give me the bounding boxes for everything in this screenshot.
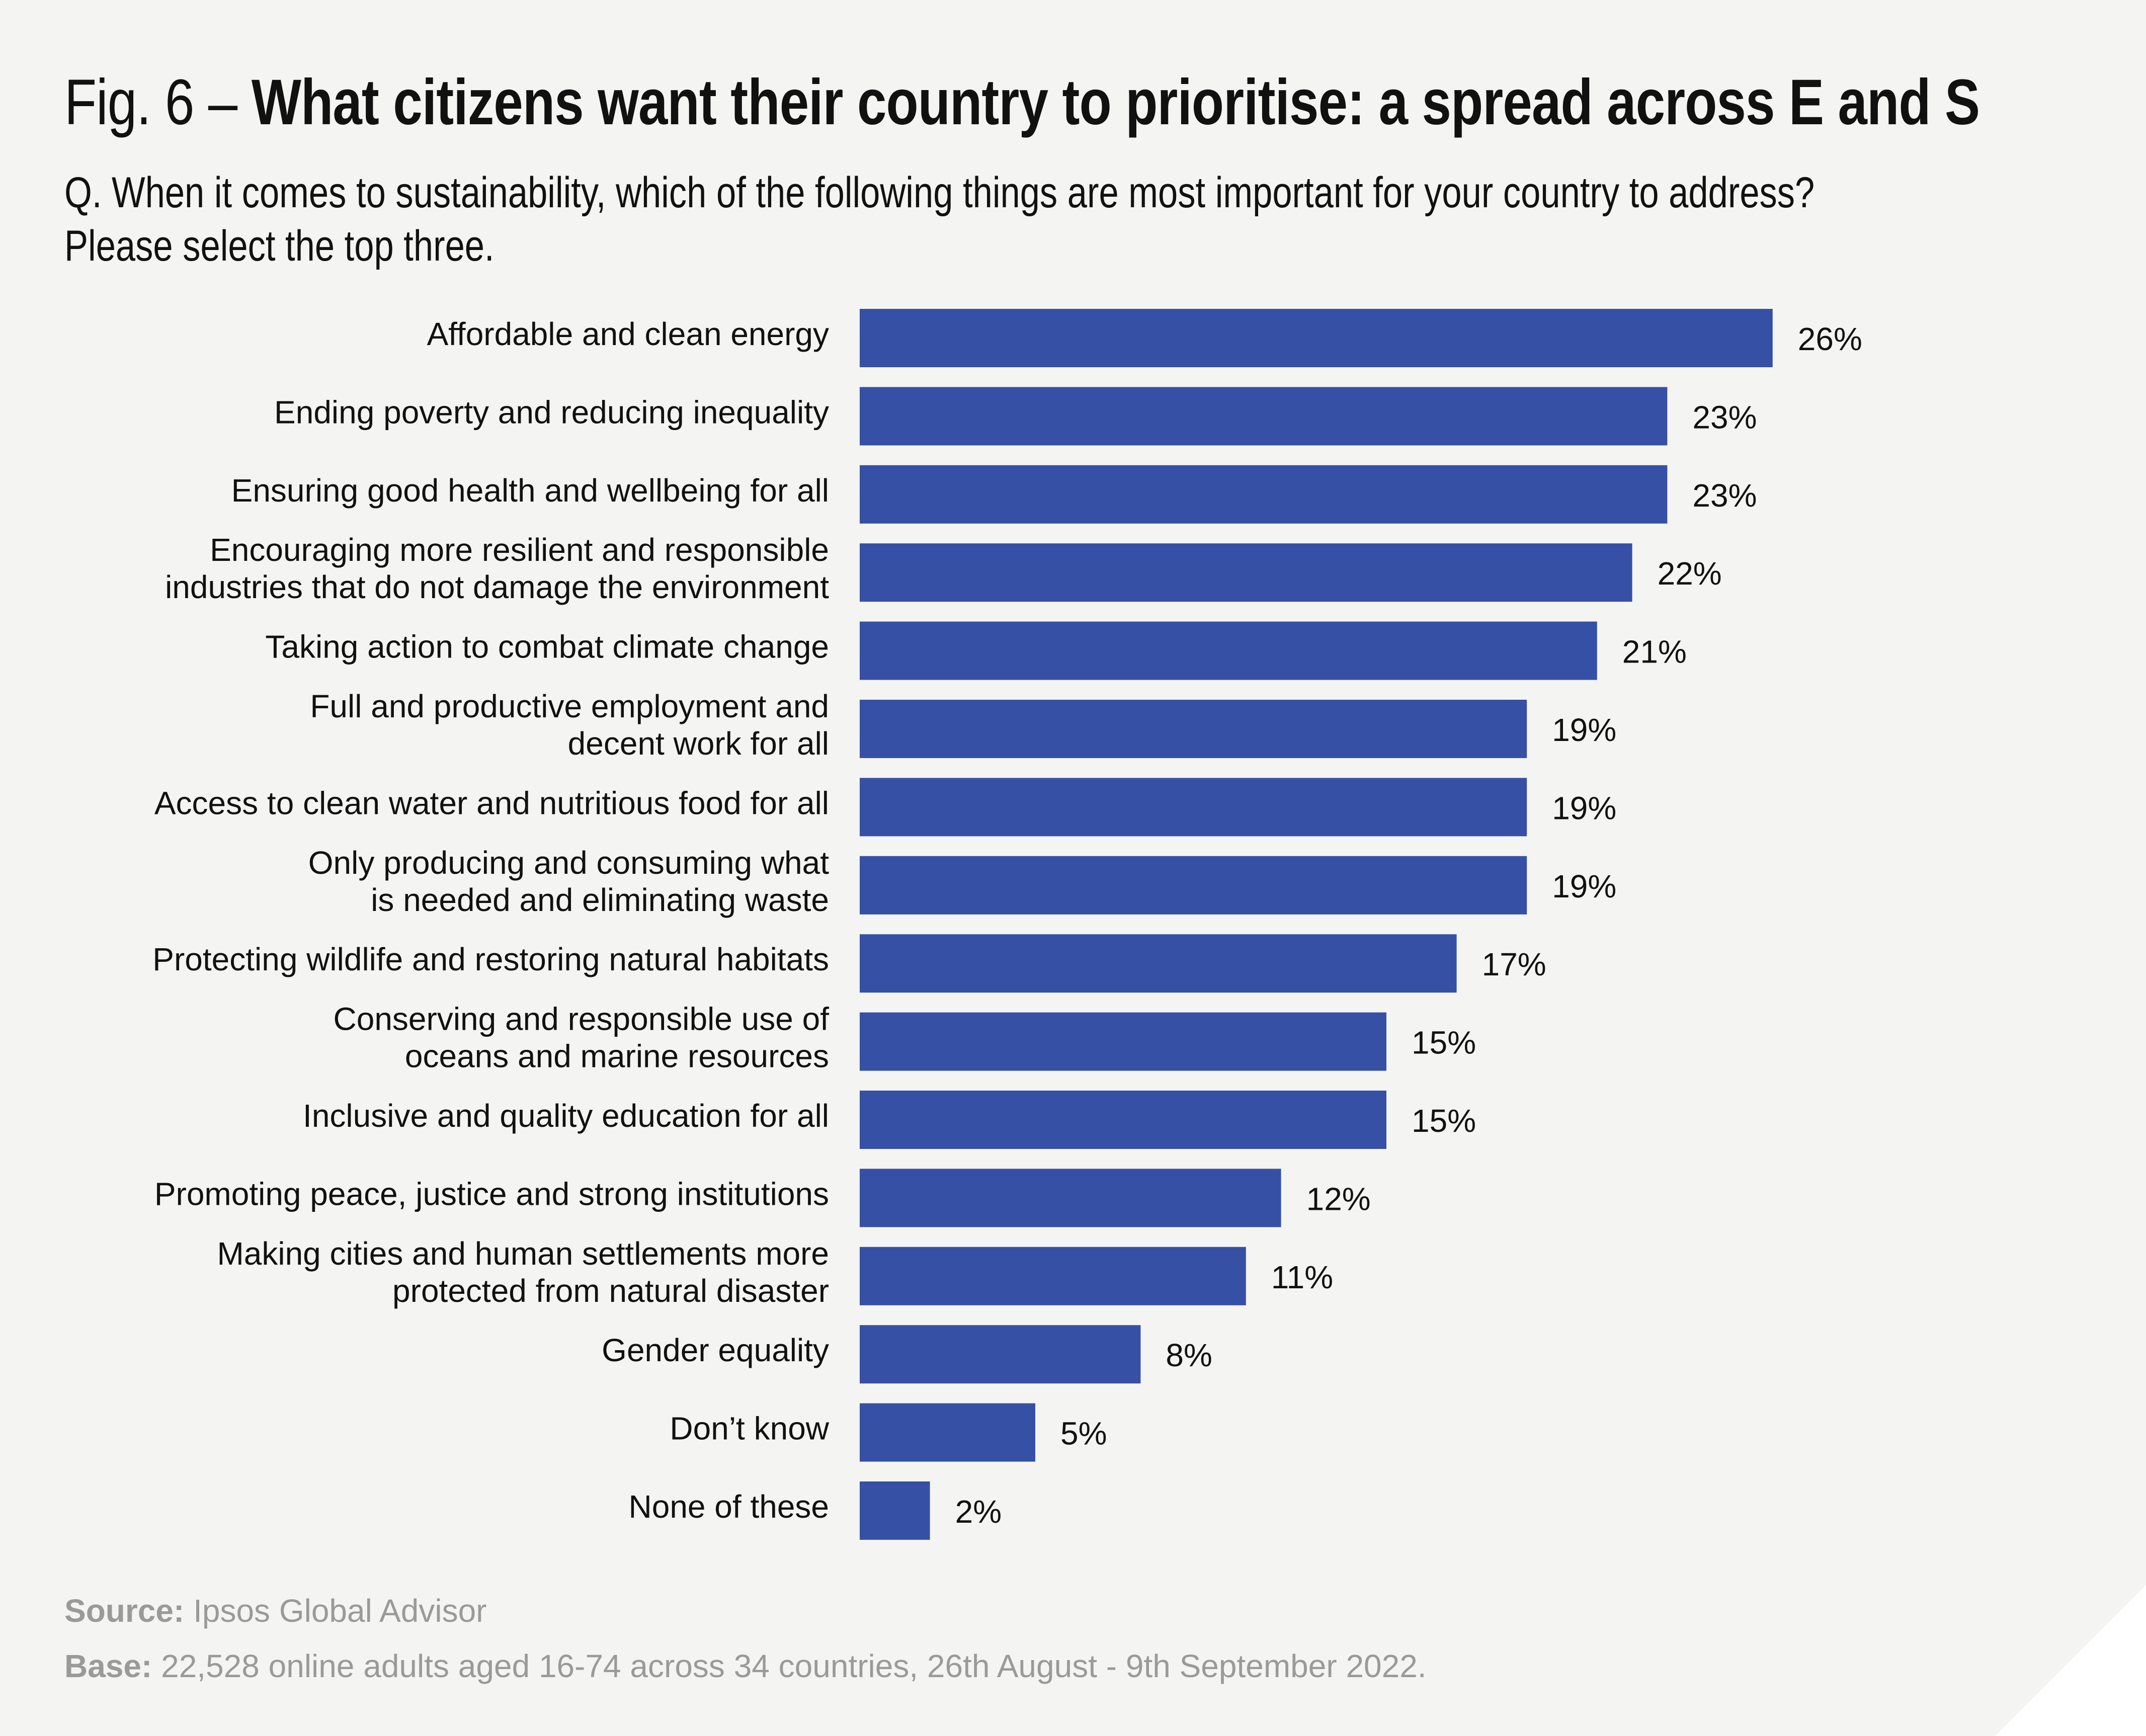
- value-label-7: 19%: [1552, 790, 1616, 826]
- value-label-14: 8%: [1166, 1337, 1212, 1373]
- value-label-2: 23%: [1692, 399, 1757, 435]
- bar-5: [860, 621, 1597, 680]
- category-label-10: Conserving and responsible use of oceans …: [334, 1001, 830, 1074]
- category-label-12: Promoting peace, justice and strong inst…: [154, 1176, 829, 1212]
- category-label-4: Encouraging more resilient and responsib…: [165, 532, 829, 605]
- page-corner-decoration: [1995, 1585, 2146, 1736]
- chart-title: Fig. 6 – What citizens want their countr…: [64, 70, 1980, 135]
- category-label-5: Taking action to combat climate change: [265, 629, 829, 665]
- bar-12: [860, 1169, 1281, 1227]
- question-line-1: Q. When it comes to sustainability, whic…: [64, 169, 1815, 217]
- source-note: Source: Ipsos Global Advisor: [64, 1592, 486, 1629]
- category-label-9: Protecting wildlife and restoring natura…: [152, 941, 829, 977]
- source-label: Source:: [64, 1593, 185, 1629]
- base-text: 22,528 online adults aged 16-74 across 3…: [152, 1648, 1427, 1684]
- bar-9: [860, 934, 1457, 993]
- bar-7: [860, 778, 1527, 837]
- bar-15: [860, 1403, 1035, 1462]
- value-label-8: 19%: [1552, 868, 1616, 904]
- value-label-15: 5%: [1060, 1416, 1107, 1452]
- title-text: What citizens want their country to prio…: [251, 66, 1980, 138]
- bar-2: [860, 387, 1668, 446]
- value-label-5: 21%: [1622, 634, 1687, 670]
- bar-10: [860, 1012, 1386, 1071]
- value-label-12: 12%: [1306, 1181, 1371, 1217]
- category-label-8: Only producing and consuming what is need…: [308, 845, 830, 918]
- bar-3: [860, 465, 1668, 524]
- base-label: Base:: [64, 1648, 152, 1684]
- figure-number: Fig. 6 –: [64, 66, 252, 138]
- category-label-13: Making cities and human settlements more…: [217, 1235, 829, 1309]
- value-label-11: 15%: [1412, 1103, 1476, 1139]
- value-label-16: 2%: [955, 1494, 1002, 1530]
- category-label-11: Inclusive and quality education for all: [303, 1098, 829, 1134]
- value-label-6: 19%: [1552, 712, 1616, 748]
- bar-1: [860, 309, 1773, 367]
- question-line-2: Please select the top three.: [64, 222, 494, 270]
- category-label-1: Affordable and clean energy: [427, 316, 829, 352]
- bar-14: [860, 1325, 1141, 1384]
- value-label-13: 11%: [1271, 1259, 1333, 1295]
- bar-13: [860, 1247, 1246, 1305]
- category-label-7: Access to clean water and nutritious foo…: [154, 785, 829, 821]
- value-label-9: 17%: [1482, 946, 1546, 982]
- category-label-3: Ensuring good health and wellbeing for a…: [231, 472, 829, 509]
- category-label-2: Ending poverty and reducing inequality: [274, 394, 829, 430]
- category-label-14: Gender equality: [602, 1332, 829, 1368]
- value-label-3: 23%: [1692, 477, 1757, 514]
- source-text: Ipsos Global Advisor: [184, 1593, 487, 1629]
- value-label-1: 26%: [1798, 321, 1862, 357]
- bar-8: [860, 856, 1527, 915]
- survey-question: Q. When it comes to sustainability, whic…: [64, 166, 2119, 273]
- bar-16: [860, 1481, 930, 1540]
- value-label-4: 22%: [1658, 555, 1722, 592]
- base-note: Base: 22,528 online adults aged 16-74 ac…: [64, 1647, 1427, 1685]
- bar-11: [860, 1091, 1386, 1149]
- bar-4: [860, 543, 1632, 602]
- category-label-6: Full and productive employment and decent…: [310, 688, 829, 762]
- value-label-10: 15%: [1412, 1025, 1476, 1061]
- category-label-15: Don’t know: [670, 1411, 829, 1447]
- category-label-16: None of these: [629, 1489, 830, 1525]
- bar-6: [860, 700, 1527, 758]
